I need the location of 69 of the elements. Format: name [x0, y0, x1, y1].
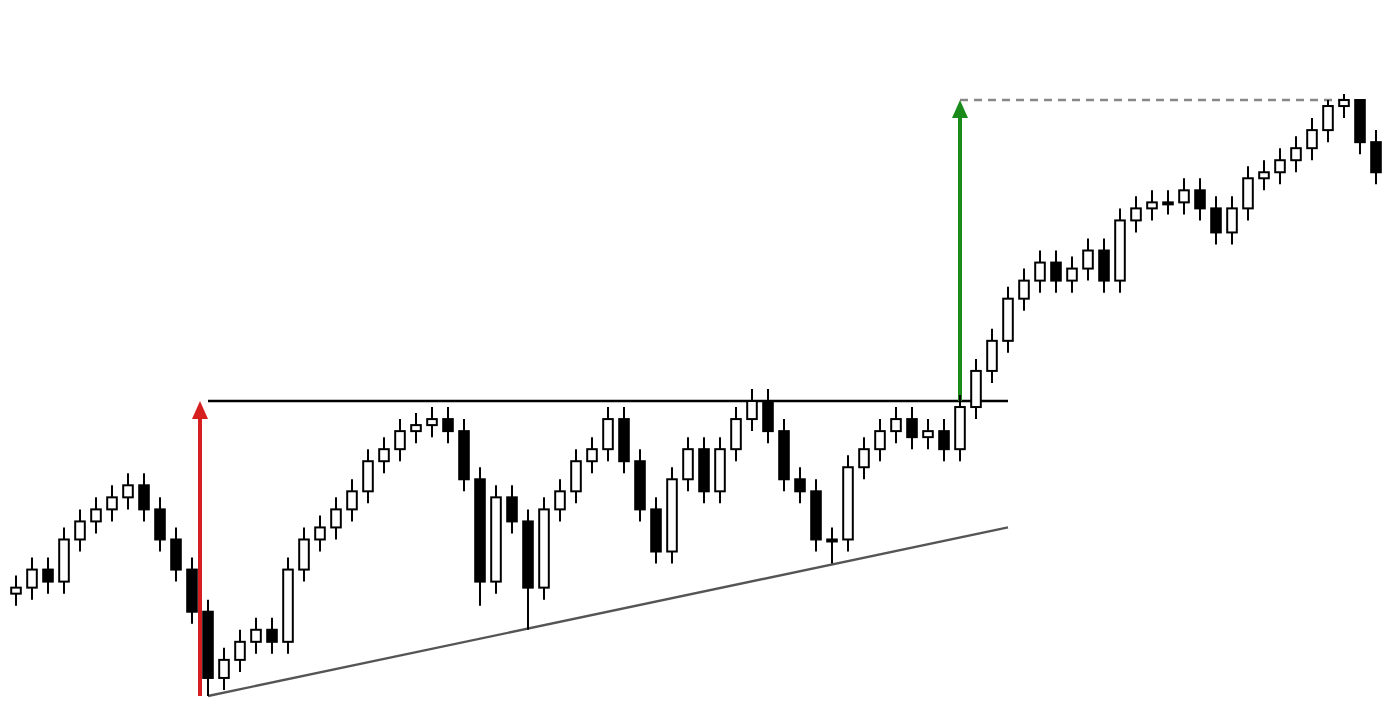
- candlestick: [650, 496, 662, 565]
- candlestick: [170, 526, 182, 583]
- candlestick: [186, 556, 198, 625]
- candlestick: [1162, 189, 1174, 216]
- candlestick: [858, 436, 870, 481]
- candlestick: [1322, 99, 1334, 144]
- candlestick: [874, 418, 886, 463]
- candlestick: [1354, 99, 1366, 156]
- candlestick: [554, 478, 566, 523]
- candlestick: [410, 412, 422, 445]
- candlestick: [586, 436, 598, 475]
- candlestick: [1082, 237, 1094, 282]
- candlestick: [1050, 249, 1062, 294]
- candlestick: [1226, 195, 1238, 246]
- candlestick: [1242, 165, 1254, 222]
- candlestick: [122, 472, 134, 511]
- candlestick: [714, 436, 726, 505]
- candlestick: [106, 484, 118, 523]
- candlestick: [58, 526, 70, 595]
- candlestick: [90, 496, 102, 535]
- candlestick: [394, 418, 406, 463]
- candlestick: [1178, 177, 1190, 216]
- candlestick: [1018, 267, 1030, 312]
- candlestick: [314, 514, 326, 553]
- candlestick: [330, 496, 342, 541]
- candlestick: [1258, 159, 1270, 192]
- candlestick: [698, 436, 710, 505]
- candlestick: [1290, 135, 1302, 174]
- candlestick: [26, 556, 38, 601]
- candlestick: [506, 484, 518, 535]
- candlestick: [1338, 93, 1350, 120]
- candlestick: [682, 436, 694, 493]
- candlestick: [1098, 237, 1110, 294]
- candlestick: [218, 646, 230, 691]
- candlestick: [890, 406, 902, 445]
- candlestick: [1194, 177, 1206, 222]
- candlestick: [10, 574, 22, 607]
- candlestick: [986, 327, 998, 384]
- candlestick: [154, 496, 166, 553]
- candlestick: [938, 418, 950, 463]
- candlestick: [1210, 195, 1222, 246]
- candlestick: [1034, 249, 1046, 294]
- candlestick: [442, 406, 454, 445]
- candlestick: [794, 466, 806, 505]
- candlestick: [826, 526, 838, 565]
- candlestick: [74, 508, 86, 553]
- candlestick: [42, 556, 54, 595]
- candlestick: [138, 472, 150, 523]
- candlestick: [906, 406, 918, 451]
- candlestick: [1370, 129, 1382, 186]
- candlestick: [570, 448, 582, 505]
- candlestick: [1066, 255, 1078, 294]
- candlestick: [378, 436, 390, 475]
- candlestick: [250, 616, 262, 655]
- candlestick: [298, 526, 310, 583]
- candlestick: [730, 406, 742, 463]
- candlestick: [1002, 285, 1014, 354]
- candlestick: [346, 478, 358, 523]
- candlestick: [266, 616, 278, 655]
- candlestick: [1306, 117, 1318, 162]
- candlestick: [426, 406, 438, 439]
- candlestick: [1274, 147, 1286, 186]
- candlestick: [362, 448, 374, 505]
- candlestick: [234, 628, 246, 673]
- candlestick: [602, 406, 614, 463]
- candlestick: [618, 406, 630, 475]
- candlestick: [922, 418, 934, 451]
- candlestick: [1146, 189, 1158, 222]
- candlestick: [1130, 195, 1142, 234]
